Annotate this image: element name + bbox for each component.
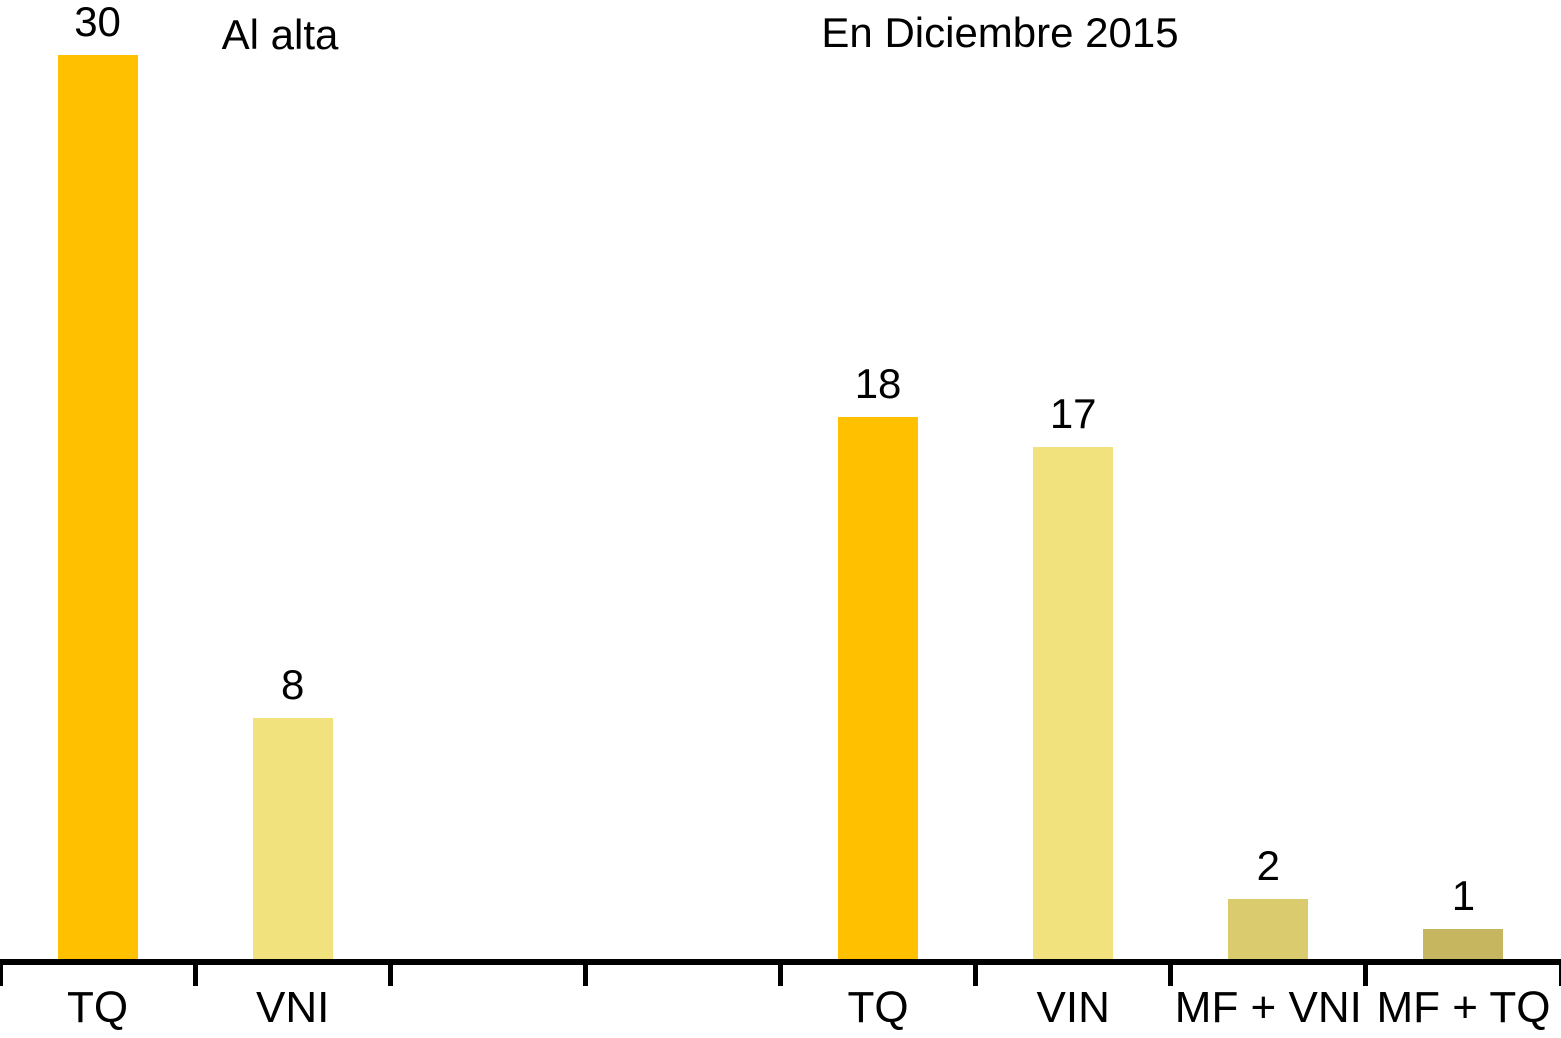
- x-axis-tick: [0, 959, 3, 986]
- bar: [57, 55, 138, 959]
- x-axis-label: MF + TQ: [1376, 983, 1551, 1032]
- bar: [1228, 899, 1309, 959]
- bar-value-label: 1: [1451, 872, 1476, 919]
- bar-value-label: 18: [854, 360, 902, 407]
- bar-value-label: 2: [1256, 842, 1280, 889]
- x-axis-tick: [1168, 959, 1174, 986]
- x-axis-tick: [1558, 959, 1561, 986]
- bar: [1033, 447, 1114, 959]
- bar-value-label: 30: [74, 0, 121, 45]
- x-axis-tick: [192, 959, 198, 986]
- x-axis-tick: [1363, 959, 1369, 986]
- group-title-en-diciembre-2015: En Diciembre 2015: [821, 9, 1179, 56]
- x-axis-tick: [387, 959, 393, 986]
- x-axis-tick: [778, 959, 783, 986]
- group-title-al-alta: Al alta: [221, 11, 339, 58]
- x-axis-tick: [973, 959, 979, 986]
- x-axis-label: MF + VNI: [1174, 983, 1362, 1032]
- bar: [838, 417, 919, 959]
- x-axis-label: TQ: [847, 983, 909, 1032]
- x-axis-label: VIN: [1036, 983, 1110, 1032]
- x-axis-label: TQ: [67, 983, 129, 1032]
- bar-value-label: 8: [281, 661, 305, 708]
- bar: [1423, 929, 1504, 959]
- bar: [252, 718, 333, 959]
- x-axis-label: VNI: [256, 983, 330, 1032]
- x-axis-tick: [582, 959, 588, 986]
- bar-value-label: 17: [1049, 390, 1097, 437]
